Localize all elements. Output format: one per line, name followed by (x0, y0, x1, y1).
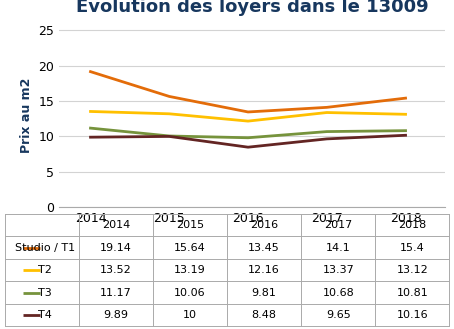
Text: 9.65: 9.65 (326, 310, 350, 320)
Text: 10.81: 10.81 (396, 288, 428, 298)
Text: 13.52: 13.52 (100, 265, 132, 275)
Y-axis label: Prix au m2: Prix au m2 (20, 77, 33, 153)
Text: T2: T2 (39, 265, 52, 275)
Text: 10.68: 10.68 (322, 288, 354, 298)
Text: T4: T4 (39, 310, 52, 320)
Text: T3: T3 (39, 288, 52, 298)
Text: 19.14: 19.14 (100, 243, 132, 253)
Text: 9.89: 9.89 (103, 310, 128, 320)
Text: 2015: 2015 (176, 220, 204, 230)
Text: 10.16: 10.16 (397, 310, 428, 320)
Title: Evolution des loyers dans le 13009: Evolution des loyers dans le 13009 (76, 0, 428, 16)
Text: 10: 10 (183, 310, 197, 320)
Text: 13.45: 13.45 (248, 243, 280, 253)
Text: 12.16: 12.16 (248, 265, 280, 275)
Text: 15.4: 15.4 (400, 243, 425, 253)
Text: Studio / T1: Studio / T1 (15, 243, 75, 253)
Text: 2017: 2017 (324, 220, 352, 230)
Text: 8.48: 8.48 (252, 310, 276, 320)
Text: 10.06: 10.06 (174, 288, 206, 298)
Text: 13.37: 13.37 (322, 265, 354, 275)
Text: 11.17: 11.17 (100, 288, 132, 298)
Text: 13.12: 13.12 (396, 265, 428, 275)
Text: 15.64: 15.64 (174, 243, 206, 253)
Text: 2014: 2014 (102, 220, 130, 230)
Text: 13.19: 13.19 (174, 265, 206, 275)
Text: 9.81: 9.81 (252, 288, 276, 298)
Text: 14.1: 14.1 (326, 243, 350, 253)
Text: 2016: 2016 (250, 220, 278, 230)
Text: 2018: 2018 (398, 220, 426, 230)
